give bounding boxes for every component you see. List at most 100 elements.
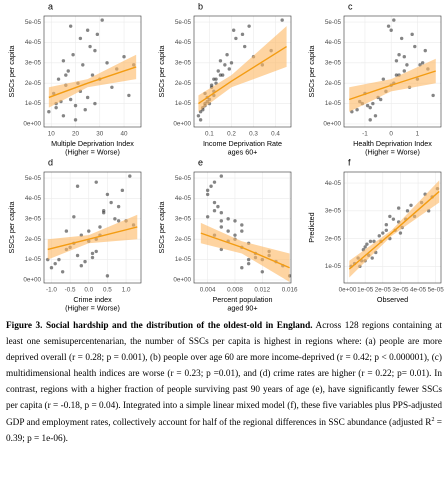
x-tick-label: 0 [389, 131, 393, 138]
y-axis-label: SSCs per capita [7, 202, 16, 254]
point [219, 225, 224, 229]
fit-line [48, 66, 137, 99]
point [381, 77, 386, 81]
confidence-band [349, 180, 440, 278]
y-axis-label: SSCs per capita [157, 202, 166, 254]
point [386, 24, 391, 28]
panel: 0e+00 1e-05 2e-05 3e-05 4e-05 5e-05 0.1 0.2 0.3 0… [157, 1, 292, 156]
x-tick-label: 20 [72, 131, 80, 138]
y-tick-label: 2e-05 [25, 236, 42, 243]
fit [198, 26, 287, 112]
y-tick-label: 0e+00 [23, 277, 41, 284]
x-tick-label: 0.008 [227, 287, 243, 294]
point [122, 55, 126, 59]
x-tick-label: 0.2 [227, 131, 236, 138]
x-tick-label: 0.0 [84, 287, 93, 294]
point [233, 233, 237, 237]
point [88, 44, 92, 49]
point [365, 242, 369, 246]
point [49, 266, 54, 270]
point [394, 73, 399, 77]
point [93, 101, 97, 106]
point [399, 36, 404, 41]
point [397, 52, 401, 57]
y-tick-label: 3e-05 [25, 60, 42, 67]
point [212, 180, 217, 184]
point [128, 174, 132, 178]
plot-border [343, 171, 442, 284]
panel: 0e+00 1e-05 2e-05 3e-05 4e-05 5e-05 10 20 30 40 a S… [7, 1, 142, 156]
point [227, 67, 231, 71]
point [389, 28, 393, 32]
point [384, 228, 389, 232]
point [391, 217, 396, 221]
point [216, 204, 220, 209]
x-tick-label: 40 [121, 131, 129, 138]
y-tick-label: 0e+00 [173, 121, 191, 128]
x-tick-label: 0.3 [249, 131, 258, 138]
point [214, 77, 218, 81]
y-tick-label: 4e-05 [175, 39, 192, 46]
panel-label: c [348, 1, 353, 11]
caption-end: = 0.39; p = 1e-06). [6, 417, 442, 444]
caption-title: Figure 3. Social hardship and the distri… [6, 321, 313, 331]
point [81, 63, 85, 67]
x-tick-label: 0.016 [282, 287, 298, 294]
y-axis-label: Predicted [307, 212, 316, 242]
point [78, 36, 83, 41]
point [355, 107, 359, 112]
point [246, 261, 251, 266]
y-tick-label: 1e-05 [25, 100, 42, 107]
fit-line [198, 45, 287, 105]
y-tick-label: 2e-05 [175, 80, 192, 87]
point [94, 249, 98, 254]
y-tick-label: 1e-05 [325, 100, 342, 107]
y-tick-label: 5e-05 [325, 19, 342, 26]
y-tick-label: 2e-05 [325, 80, 342, 87]
point [90, 251, 95, 256]
y-tick-label: 3e-05 [175, 60, 192, 67]
point [226, 217, 230, 221]
point [54, 105, 58, 110]
point [216, 69, 220, 73]
y-tick-label: 0e+00 [173, 277, 191, 284]
panel-label: e [198, 157, 203, 167]
panel-label: d [48, 157, 53, 167]
point [409, 203, 413, 207]
x-tick-label: 1e-05 [357, 287, 374, 294]
point [205, 192, 210, 197]
point [56, 77, 61, 81]
x-tick-label: 0.1 [205, 131, 214, 138]
plot-border [43, 171, 142, 284]
point [234, 36, 238, 41]
x-tick-label: 10 [48, 131, 56, 138]
point [219, 219, 224, 223]
point [105, 274, 110, 278]
point [240, 266, 244, 270]
plot-border [343, 15, 442, 128]
x-axis-label: Observed [377, 295, 408, 304]
y-tick-label: 1e-05 [325, 263, 342, 270]
point [402, 69, 406, 73]
point [246, 257, 251, 262]
point [247, 24, 251, 28]
x-tick-label: 2e-05 [375, 287, 392, 294]
point [75, 184, 80, 188]
x-tick-label: 0.004 [200, 287, 216, 294]
x-tick-label: 1 [416, 131, 420, 138]
y-tick-label: 4e-05 [325, 180, 342, 187]
point [212, 200, 217, 205]
y-axis-label: SSCs per capita [7, 46, 16, 98]
x-axis-label: Percent population [213, 295, 273, 304]
y-axis-label: SSCs per capita [307, 46, 316, 98]
point [90, 255, 95, 260]
point [198, 110, 203, 114]
point [61, 114, 66, 118]
point [280, 18, 284, 22]
point [85, 95, 90, 100]
point [71, 52, 75, 57]
point [79, 263, 84, 268]
point [64, 229, 69, 233]
point [73, 103, 78, 108]
